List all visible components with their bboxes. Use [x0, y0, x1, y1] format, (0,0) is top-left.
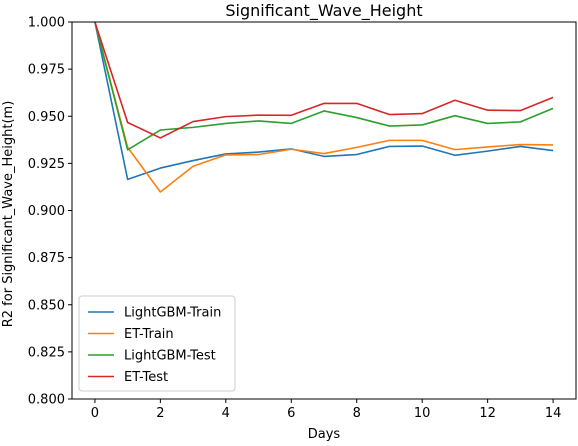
x-tick-label: 12	[479, 406, 496, 421]
y-tick-label: 0.850	[28, 298, 65, 313]
y-tick-label: 0.875	[28, 251, 65, 266]
legend-label: ET-Test	[124, 370, 168, 385]
x-tick-label: 2	[156, 406, 164, 421]
series-line-lightgbm-train	[94, 21, 554, 181]
y-tick-label: 0.925	[28, 157, 65, 172]
plot-frame	[71, 21, 577, 400]
x-tick-label: 0	[91, 406, 99, 421]
chart-title: Significant_Wave_Height	[225, 1, 422, 21]
y-tick-label: 0.800	[28, 393, 65, 408]
legend-box	[78, 295, 236, 392]
series-line-et-train	[94, 21, 554, 193]
x-axis-label: Days	[308, 427, 341, 442]
x-tick-label: 10	[414, 406, 431, 421]
y-tick-label: 1.000	[28, 16, 65, 31]
series-line-et-test	[94, 21, 554, 139]
legend-label: LightGBM-Test	[124, 349, 216, 364]
x-tick-label: 14	[545, 406, 562, 421]
y-tick-label: 0.825	[28, 345, 65, 360]
y-tick-label: 0.975	[28, 63, 65, 78]
legend-label: ET-Train	[124, 327, 174, 342]
legend: LightGBM-Train ET-Train LightGBM-Test ET-Te…	[78, 295, 236, 392]
series-line-lightgbm-test	[94, 21, 554, 151]
y-tick-label: 0.950	[28, 110, 65, 125]
series-layer	[94, 21, 554, 193]
x-tick-label: 6	[287, 406, 295, 421]
x-tick-label: 8	[353, 406, 361, 421]
legend-label: LightGBM-Train	[124, 306, 221, 321]
x-tick-label: 4	[222, 406, 230, 421]
tick-layer: 0 2 4 6 8 10 12 14 0.800 0.825 0.850 0.875 0.900 0.92…	[28, 16, 562, 422]
y-axis-label: R2 for Significant_Wave_Height(m)	[1, 101, 16, 328]
y-tick-label: 0.900	[28, 204, 65, 219]
